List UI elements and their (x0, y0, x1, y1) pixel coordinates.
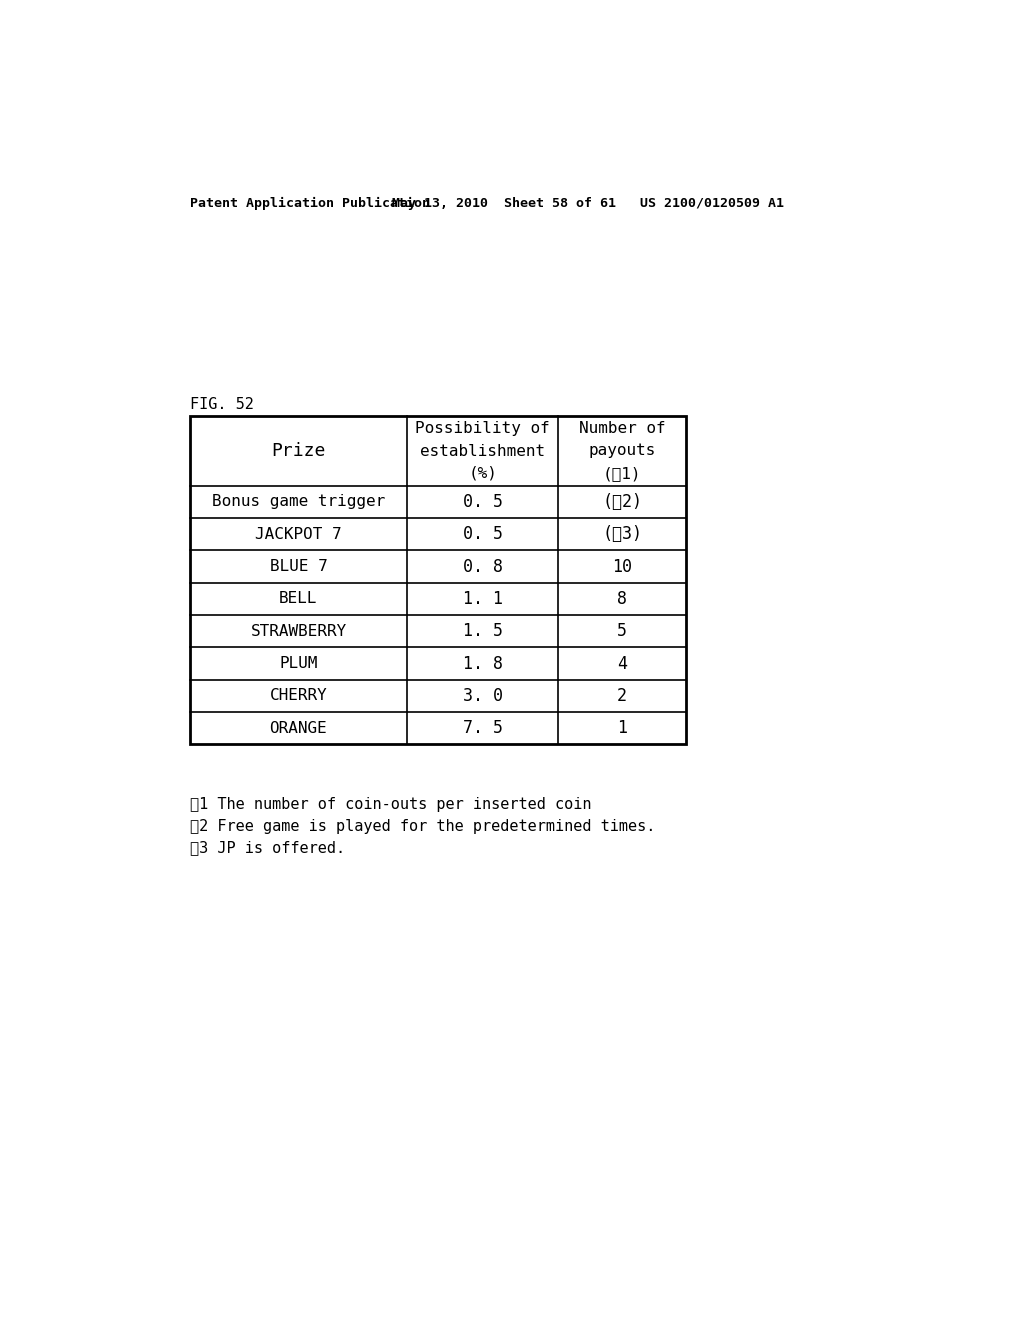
Text: 1. 8: 1. 8 (463, 655, 503, 672)
Text: (※2): (※2) (602, 492, 642, 511)
Text: (※3): (※3) (602, 525, 642, 543)
Text: ※1 The number of coin-outs per inserted coin: ※1 The number of coin-outs per inserted … (190, 797, 592, 813)
Text: BLUE 7: BLUE 7 (269, 558, 328, 574)
Text: BELL: BELL (280, 591, 317, 606)
Text: STRAWBERRY: STRAWBERRY (251, 623, 347, 639)
Text: 3. 0: 3. 0 (463, 686, 503, 705)
Text: 4: 4 (617, 655, 627, 672)
Text: 7. 5: 7. 5 (463, 719, 503, 737)
Text: 1. 5: 1. 5 (463, 622, 503, 640)
Text: 1. 1: 1. 1 (463, 590, 503, 607)
Text: Prize: Prize (271, 442, 326, 459)
Text: May 13, 2010  Sheet 58 of 61: May 13, 2010 Sheet 58 of 61 (391, 197, 615, 210)
Text: Possibility of
establishment
(%): Possibility of establishment (%) (415, 421, 550, 480)
Text: ※2 Free game is played for the predetermined times.: ※2 Free game is played for the predeterm… (190, 818, 655, 834)
Text: ORANGE: ORANGE (269, 721, 328, 735)
Text: US 2100/0120509 A1: US 2100/0120509 A1 (640, 197, 783, 210)
Text: 0. 8: 0. 8 (463, 557, 503, 576)
Text: 5: 5 (617, 622, 627, 640)
Text: ※3 JP is offered.: ※3 JP is offered. (190, 841, 345, 855)
Text: 0. 5: 0. 5 (463, 525, 503, 543)
Text: Bonus game trigger: Bonus game trigger (212, 494, 385, 510)
Text: 2: 2 (617, 686, 627, 705)
Text: PLUM: PLUM (280, 656, 317, 671)
Text: Number of
payouts
(※1): Number of payouts (※1) (579, 421, 666, 480)
Text: FIG. 52: FIG. 52 (190, 397, 254, 412)
Text: 0. 5: 0. 5 (463, 492, 503, 511)
Text: 1: 1 (617, 719, 627, 737)
Text: 8: 8 (617, 590, 627, 607)
Text: Patent Application Publication: Patent Application Publication (190, 197, 430, 210)
Text: JACKPOT 7: JACKPOT 7 (255, 527, 342, 541)
Bar (190, 416, 686, 744)
Text: 10: 10 (612, 557, 632, 576)
Text: CHERRY: CHERRY (269, 688, 328, 704)
